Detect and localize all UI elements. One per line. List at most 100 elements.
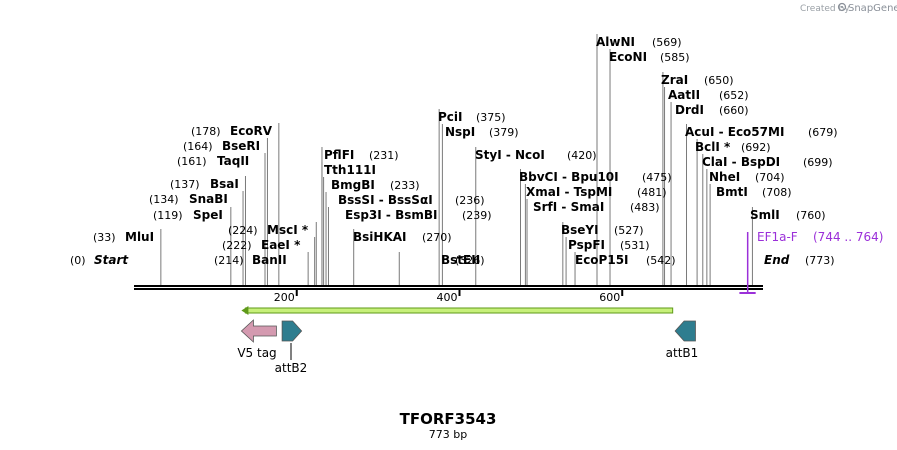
enzyme-name[interactable]: BseYI <box>561 223 599 237</box>
feature-arrow[interactable] <box>281 320 303 342</box>
enzyme-position: (236) <box>455 194 485 207</box>
orf-arrowhead <box>241 306 249 315</box>
enzyme-name[interactable]: EcoNI <box>609 50 647 64</box>
primer-range: (744 .. 764) <box>813 230 883 244</box>
enzyme-position: (569) <box>652 36 682 49</box>
enzyme-name[interactable]: PspFI <box>568 238 605 252</box>
enzyme-position: (704) <box>755 171 785 184</box>
enzyme-name[interactable]: BbvCI - Bpu10I <box>519 170 619 184</box>
map-title: TFORF3543 <box>400 410 497 428</box>
enzyme-position: (527) <box>614 224 644 237</box>
enzyme-name[interactable]: ZraI <box>661 73 688 87</box>
tick-label: 400 <box>436 291 457 304</box>
enzyme-name[interactable]: BsaI <box>210 177 239 191</box>
enzyme-position: (137) <box>170 178 200 191</box>
enzyme-name[interactable]: AcuI - Eco57MI <box>685 125 784 139</box>
enzyme-position: (214) <box>214 254 244 267</box>
enzyme-position: (134) <box>149 193 179 206</box>
map-length: 773 bp <box>429 428 467 441</box>
enzyme-position: (420) <box>567 149 597 162</box>
enzyme-name[interactable]: EaeI * <box>261 238 301 252</box>
primer-name: EF1a-F <box>757 230 798 244</box>
enzyme-position: (231) <box>369 149 399 162</box>
enzyme-name[interactable]: DrdI <box>675 103 704 117</box>
enzyme-position: (531) <box>620 239 650 252</box>
enzyme-position: (475) <box>642 171 672 184</box>
enzyme-name[interactable]: BsiHKAI <box>353 230 407 244</box>
enzyme-position: (119) <box>153 209 183 222</box>
enzyme-position: (239) <box>462 209 492 222</box>
feature-arrow[interactable] <box>240 319 277 343</box>
tick-label: 200 <box>274 291 295 304</box>
enzyme-position: (692) <box>741 141 771 154</box>
enzyme-name[interactable]: SmlI <box>750 208 780 222</box>
enzyme-position: (178) <box>191 125 221 138</box>
enzyme-name[interactable]: AatII <box>668 88 700 102</box>
snapgene-logo-icon <box>837 2 847 12</box>
enzyme-position: (542) <box>646 254 676 267</box>
enzyme-position: (233) <box>390 179 420 192</box>
enzyme-position: (222) <box>222 239 252 252</box>
enzyme-name[interactable]: EcoRV <box>230 124 273 138</box>
enzyme-name[interactable]: AlwNI <box>596 35 635 49</box>
feature-label: V5 tag <box>237 346 276 360</box>
feature-arrow[interactable] <box>674 320 696 342</box>
enzyme-position: (585) <box>660 51 690 64</box>
enzyme-name[interactable]: PciI <box>438 110 463 124</box>
enzyme-position: (699) <box>803 156 833 169</box>
enzyme-name[interactable]: ClaI - BspDI <box>702 155 780 169</box>
enzyme-name[interactable]: MscI * <box>267 223 309 237</box>
start-position: (0) <box>70 254 86 267</box>
primer-ef1a-f[interactable]: EF1a-F (744 .. 764) <box>739 230 883 294</box>
enzyme-position: (708) <box>762 186 792 199</box>
site-labels: MluI (33) SpeI (119) SnaBI (134) BsaI (137) TaqI… <box>93 35 838 267</box>
enzyme-position: (483) <box>630 201 660 214</box>
enzyme-name[interactable]: BclI * <box>695 140 731 154</box>
enzyme-name[interactable]: BseRI <box>222 139 260 153</box>
enzyme-name[interactable]: BstEII <box>441 253 480 267</box>
enzyme-position: (379) <box>489 126 519 139</box>
end-position: (773) <box>805 254 835 267</box>
enzyme-name[interactable]: PflFI <box>324 148 354 162</box>
enzyme-name[interactable]: BmgBI <box>331 178 375 192</box>
enzyme-position: (164) <box>183 140 213 153</box>
enzyme-position: (679) <box>808 126 838 139</box>
enzyme-name[interactable]: SnaBI <box>189 192 228 206</box>
orf-body <box>244 307 674 314</box>
sequence-backbone-gap <box>134 287 763 288</box>
orf-arrow[interactable] <box>241 306 674 315</box>
enzyme-name[interactable]: NheI <box>709 170 740 184</box>
enzyme-position: (33) <box>93 231 116 244</box>
ruler-ticks: 200 400 600 <box>274 290 624 304</box>
enzyme-name[interactable]: SpeI <box>193 208 223 222</box>
feature-label: attB1 <box>666 346 699 360</box>
enzyme-position: (375) <box>476 111 506 124</box>
enzyme-position: (270) <box>422 231 452 244</box>
enzyme-name[interactable]: TaqII <box>217 154 249 168</box>
enzyme-name[interactable]: Esp3I - BsmBI <box>345 208 437 222</box>
feature-label: attB2 <box>275 361 308 375</box>
enzyme-name[interactable]: XmaI - TspMI <box>526 185 612 199</box>
enzyme-position: (224) <box>228 224 258 237</box>
credit-created-by: Created by <box>800 4 850 14</box>
enzyme-name[interactable]: SrfI - SmaI <box>533 200 604 214</box>
enzyme-name[interactable]: BmtI <box>716 185 748 199</box>
start-label: Start <box>94 253 129 267</box>
enzyme-name[interactable]: MluI <box>125 230 154 244</box>
enzyme-name[interactable]: StyI - NcoI <box>475 148 545 162</box>
enzyme-name[interactable]: NspI <box>445 125 475 139</box>
enzyme-position: (660) <box>719 104 749 117</box>
enzyme-name[interactable]: BanII <box>252 253 287 267</box>
enzyme-name[interactable]: BssSI - BssSαI <box>338 193 433 207</box>
enzyme-position: (326) <box>455 254 485 267</box>
enzyme-name[interactable]: EcoP15I <box>575 253 629 267</box>
enzyme-position: (650) <box>704 74 734 87</box>
site-lines <box>160 34 753 285</box>
enzyme-position: (161) <box>177 155 207 168</box>
enzyme-position: (760) <box>796 209 826 222</box>
enzyme-name[interactable]: Tth111I <box>324 163 376 177</box>
credit-brand: SnapGene <box>848 3 897 14</box>
enzyme-position: (652) <box>719 89 749 102</box>
